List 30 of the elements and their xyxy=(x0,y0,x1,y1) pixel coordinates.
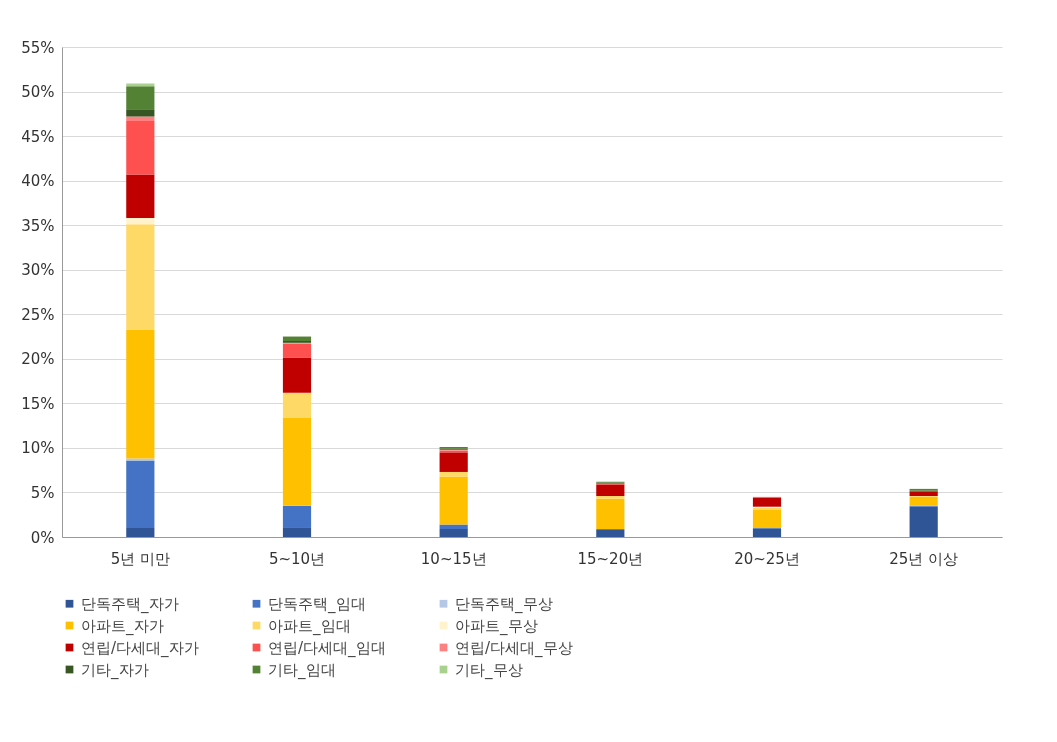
legend-label: 연립/다세대_임대 xyxy=(268,638,386,658)
legend-label: 아파트_무상 xyxy=(455,616,538,636)
x-tick-label: 5~10년 xyxy=(268,549,326,568)
y-tick-label: 10% xyxy=(21,439,55,458)
x-tick-label: 10~15년 xyxy=(420,549,487,568)
legend-label: 연립/다세대_자가 xyxy=(81,638,199,658)
y-tick-label: 15% xyxy=(21,394,55,413)
legend-label: 연립/다세대_무상 xyxy=(455,638,573,658)
y-tick-label: 35% xyxy=(21,216,55,235)
legend-label: 아파트_자가 xyxy=(81,616,164,636)
x-tick-label: 25년 이상 xyxy=(889,549,959,568)
y-tick-label: 0% xyxy=(30,528,55,547)
y-tick-label: 50% xyxy=(21,83,55,102)
legend-label: 단독주택_무상 xyxy=(455,594,553,614)
x-tick-label: 20~25년 xyxy=(734,549,800,568)
y-tick-label: 5% xyxy=(30,483,55,502)
legend-label: 단독주택_자가 xyxy=(81,594,179,614)
x-tick-label: 15~20년 xyxy=(577,549,644,568)
y-tick-label: 45% xyxy=(21,127,55,146)
legend-label: 아파트_임대 xyxy=(268,616,351,636)
legend-label: 기타_무상 xyxy=(455,660,523,680)
y-tick-label: 25% xyxy=(21,305,55,324)
legend-label: 기타_임대 xyxy=(268,660,336,680)
legend-label: 단독주택_임대 xyxy=(268,594,366,614)
y-tick-label: 55% xyxy=(21,38,55,57)
y-tick-label: 20% xyxy=(21,350,55,369)
legend-label: 기타_자가 xyxy=(81,660,149,680)
y-tick-label: 30% xyxy=(21,261,55,280)
x-tick-label: 5년 미만 xyxy=(110,549,170,568)
y-tick-label: 40% xyxy=(21,172,55,191)
